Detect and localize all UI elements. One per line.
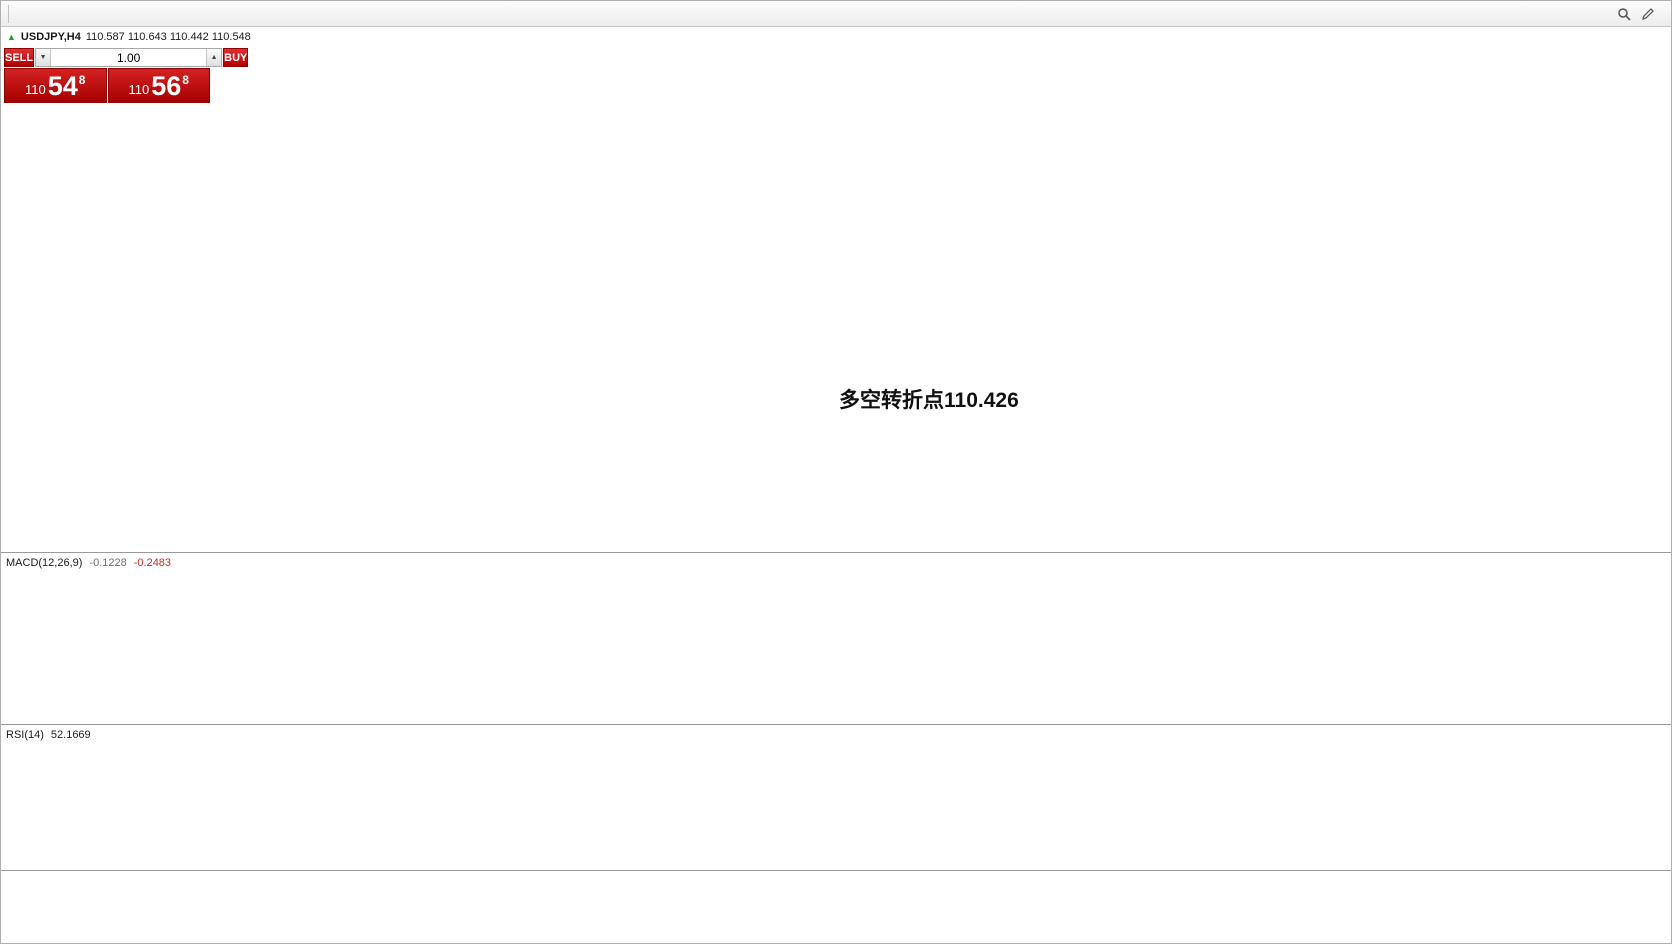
sell-price-button[interactable]: 110 54 8 <box>4 68 107 103</box>
buy-price-button[interactable]: 110 56 8 <box>107 68 210 103</box>
main-toolbar <box>1 1 1671 27</box>
buy-button[interactable]: BUY <box>223 48 249 67</box>
pivot-annotation[interactable]: 多空转折点110.426 <box>839 389 1019 412</box>
volume-input[interactable] <box>51 49 207 66</box>
main-chart-panel[interactable]: ▲ USDJPY,H4 110.587 110.643 110.442 110.… <box>1 27 1672 552</box>
macd-main-value: -0.1228 <box>89 557 127 569</box>
volume-stepper: ▼ ▲ <box>35 48 223 67</box>
volume-increase-button[interactable]: ▲ <box>206 49 222 66</box>
time-axis[interactable] <box>1 870 1671 900</box>
rsi-name: RSI(14) <box>6 729 44 741</box>
search-icon <box>1618 7 1631 21</box>
volume-decrease-button[interactable]: ▼ <box>36 49 52 66</box>
chart-header: ▲ USDJPY,H4 110.587 110.643 110.442 110.… <box>7 31 251 43</box>
macd-name: MACD(12,26,9) <box>6 557 83 569</box>
sell-button[interactable]: SELL <box>4 48 35 67</box>
rsi-value: 52.1669 <box>50 729 91 741</box>
toolbar-right-group <box>1612 1 1670 26</box>
buy-price-big: 56 <box>151 71 182 102</box>
buy-price-prefix: 110 <box>128 82 150 97</box>
rsi-panel[interactable]: RSI(14) 52.1669 <box>1 724 1672 870</box>
macd-signal-value: -0.2483 <box>133 557 172 569</box>
sell-price-big: 54 <box>47 71 78 102</box>
rsi-header: RSI(14) 52.1669 <box>6 729 91 741</box>
chart-symbol-label: USDJPY,H4 <box>20 31 81 43</box>
search-button[interactable] <box>1613 3 1635 25</box>
rsi-chart[interactable] <box>1 725 1672 870</box>
sell-price-sup: 8 <box>78 73 86 87</box>
chart-ohlc-values: 110.587 110.643 110.442 110.548 <box>85 31 251 43</box>
buy-price-sup: 8 <box>182 73 189 87</box>
candlestick-chart[interactable] <box>1 27 1672 552</box>
macd-header: MACD(12,26,9) -0.1228 -0.2483 <box>6 557 171 569</box>
chart-symbol-icon: ▲ <box>7 32 16 42</box>
trade-panel-price-row: 110 54 8 110 56 8 <box>4 68 210 103</box>
one-click-trading-panel: SELL ▼ ▲ BUY 110 54 8 110 56 8 <box>4 48 249 103</box>
macd-chart[interactable] <box>1 553 1672 724</box>
macd-panel[interactable]: MACD(12,26,9) -0.1228 -0.2483 <box>1 552 1672 724</box>
pencil-icon <box>1642 7 1654 20</box>
toolbar-separator <box>8 4 9 23</box>
edit-button[interactable] <box>1637 3 1659 25</box>
trade-panel-top-row: SELL ▼ ▲ BUY <box>4 48 249 67</box>
sell-price-prefix: 110 <box>25 82 46 97</box>
